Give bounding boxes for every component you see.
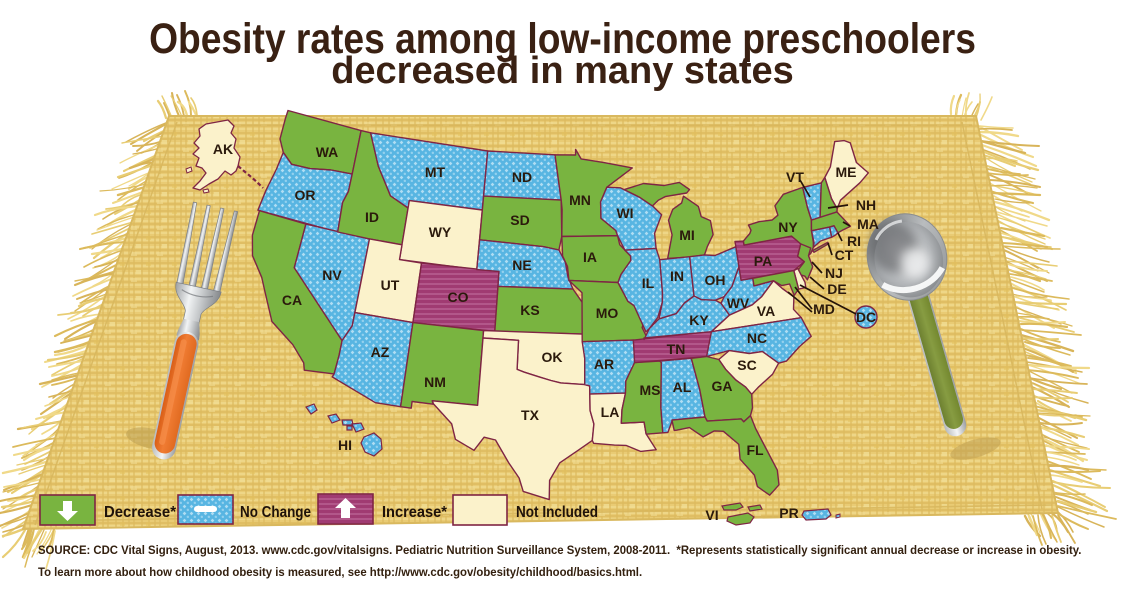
svg-text:VI: VI bbox=[705, 507, 718, 523]
svg-text:NY: NY bbox=[778, 219, 798, 235]
svg-text:RI: RI bbox=[847, 233, 861, 249]
svg-text:OR: OR bbox=[295, 187, 316, 203]
svg-text:AZ: AZ bbox=[371, 344, 390, 360]
svg-text:MI: MI bbox=[679, 227, 695, 243]
svg-text:AL: AL bbox=[673, 379, 692, 395]
svg-text:VA: VA bbox=[757, 303, 775, 319]
svg-text:GA: GA bbox=[712, 378, 733, 394]
svg-text:No Change: No Change bbox=[240, 504, 311, 521]
svg-text:IA: IA bbox=[583, 249, 597, 265]
svg-text:ME: ME bbox=[836, 164, 857, 180]
svg-text:NE: NE bbox=[512, 257, 531, 273]
svg-text:NC: NC bbox=[747, 330, 767, 346]
svg-text:TX: TX bbox=[521, 407, 540, 423]
svg-text:ND: ND bbox=[512, 169, 532, 185]
svg-text:TN: TN bbox=[667, 341, 686, 357]
svg-text:MT: MT bbox=[425, 164, 446, 180]
svg-text:CA: CA bbox=[282, 292, 302, 308]
svg-text:LA: LA bbox=[601, 404, 620, 420]
svg-text:MS: MS bbox=[640, 382, 661, 398]
svg-text:NJ: NJ bbox=[825, 265, 843, 281]
svg-text:AK: AK bbox=[213, 141, 233, 157]
svg-text:AR: AR bbox=[594, 356, 614, 372]
svg-text:MA: MA bbox=[857, 216, 879, 232]
svg-text:WI: WI bbox=[616, 205, 633, 221]
svg-text:WV: WV bbox=[727, 295, 750, 311]
svg-text:UT: UT bbox=[381, 277, 400, 293]
svg-text:NM: NM bbox=[424, 374, 446, 390]
svg-text:DC: DC bbox=[856, 309, 876, 325]
svg-text:FL: FL bbox=[746, 442, 764, 458]
svg-text:OK: OK bbox=[542, 349, 563, 365]
svg-text:CO: CO bbox=[448, 289, 469, 305]
svg-text:WA: WA bbox=[316, 144, 339, 160]
svg-text:ID: ID bbox=[365, 209, 379, 225]
svg-text:NV: NV bbox=[322, 267, 342, 283]
svg-text:OH: OH bbox=[705, 272, 726, 288]
svg-text:VT: VT bbox=[786, 169, 804, 185]
svg-text:KS: KS bbox=[520, 302, 539, 318]
svg-text:IL: IL bbox=[642, 275, 655, 291]
svg-text:KY: KY bbox=[689, 312, 709, 328]
svg-text:Increase*: Increase* bbox=[382, 504, 448, 521]
svg-text:MN: MN bbox=[569, 192, 591, 208]
svg-text:Not Included: Not Included bbox=[516, 504, 598, 521]
svg-text:Decrease*: Decrease* bbox=[104, 504, 177, 521]
svg-text:WY: WY bbox=[429, 224, 452, 240]
svg-text:MD: MD bbox=[813, 301, 835, 317]
svg-text:MO: MO bbox=[596, 305, 619, 321]
svg-text:CT: CT bbox=[835, 247, 854, 263]
svg-text:DE: DE bbox=[827, 281, 846, 297]
svg-text:NH: NH bbox=[856, 197, 876, 213]
svg-text:PA: PA bbox=[754, 253, 772, 269]
svg-text:PR: PR bbox=[779, 505, 798, 521]
svg-text:IN: IN bbox=[670, 268, 684, 284]
svg-text:SC: SC bbox=[737, 357, 756, 373]
svg-text:HI: HI bbox=[338, 437, 352, 453]
svg-text:SD: SD bbox=[510, 212, 529, 228]
